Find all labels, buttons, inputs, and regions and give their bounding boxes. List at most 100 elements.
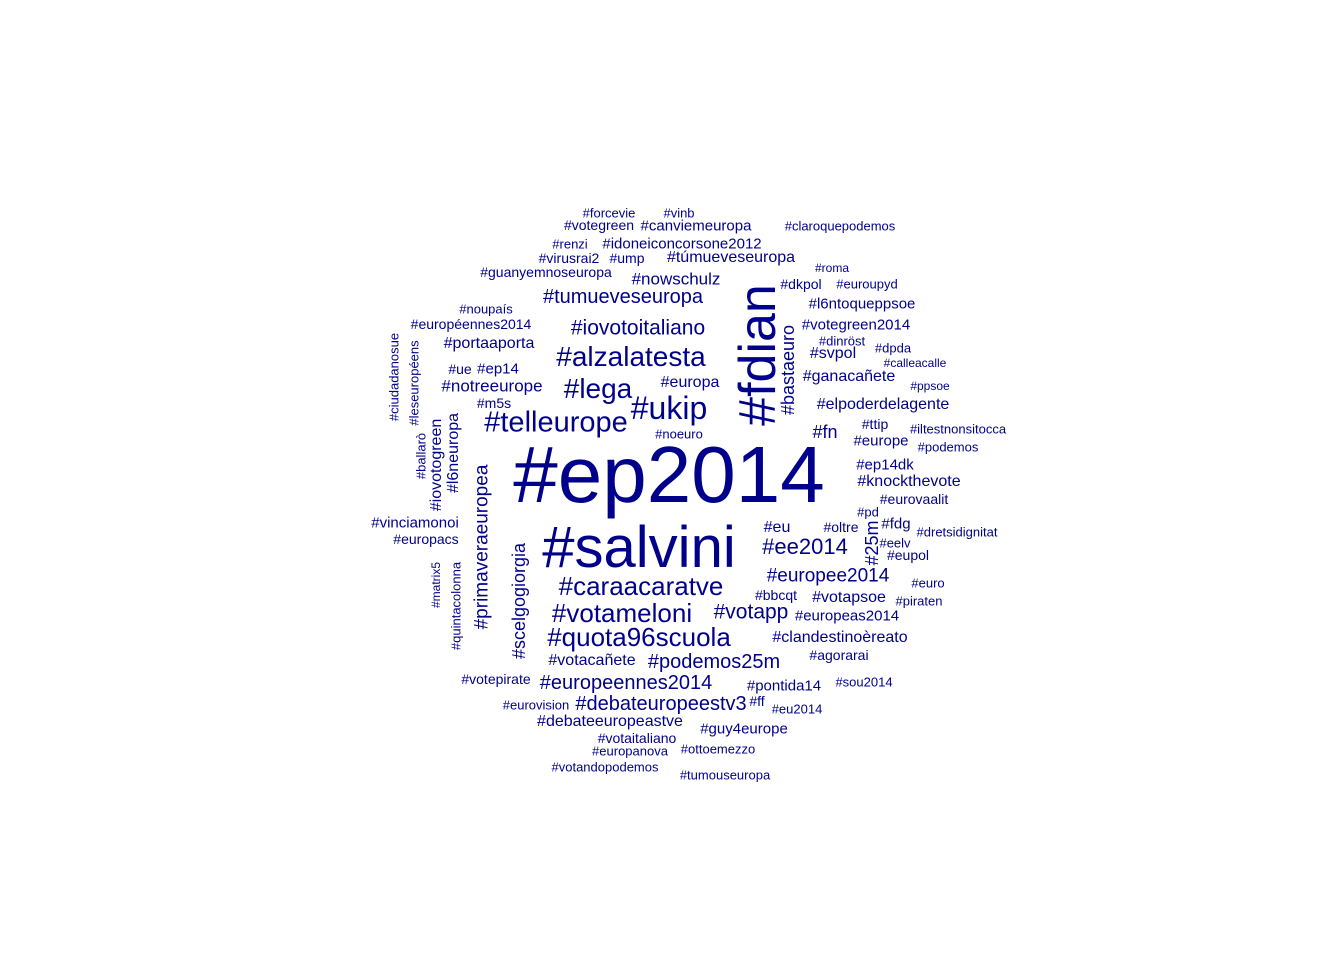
hashtag-ballar-: #ballarò xyxy=(413,432,429,480)
hashtag-matrix5: #matrix5 xyxy=(429,561,443,609)
hashtag-nowschulz: #nowschulz xyxy=(631,269,721,289)
hashtag-podemos: #podemos xyxy=(917,439,979,455)
hashtag-alzalatesta: #alzalatesta xyxy=(556,341,706,372)
hashtag-votapp: #votapp xyxy=(713,600,789,624)
hashtag-ukip: #ukip xyxy=(630,390,708,426)
hashtag-notreeurope: #notreeurope xyxy=(441,376,543,396)
hashtag-votapsoe: #votapsoe xyxy=(812,589,886,606)
hashtag-ppsoe: #ppsoe xyxy=(910,379,950,393)
hashtag-primaveraeuropea: #primaveraeuropea xyxy=(471,464,493,630)
hashtag-ump: #ump xyxy=(609,250,645,266)
hashtag-eelv: #eelv xyxy=(879,535,911,551)
hashtag-eurovision: #eurovision xyxy=(502,697,570,713)
hashtag-ee2014: #ee2014 xyxy=(762,534,848,559)
hashtag-fdg: #fdg xyxy=(881,515,911,533)
hashtag-europeas2014: #europeas2014 xyxy=(794,607,900,625)
hashtag-tumouseuropa: #tumouseuropa xyxy=(679,767,771,783)
hashtag-caraacaratve: #caraacaratve xyxy=(558,571,724,601)
hashtag-euro: #euro xyxy=(911,575,945,591)
hashtag-roma: #roma xyxy=(814,261,850,275)
hashtag-forcevie: #forcevie xyxy=(582,205,636,221)
hashtag-pontida14: #pontida14 xyxy=(746,677,822,695)
hashtag-votaca-ete: #votacañete xyxy=(548,652,636,669)
hashtag-pd: #pd xyxy=(857,504,879,520)
hashtag-tumueveseuropa: #tumueveseuropa xyxy=(542,286,704,308)
hashtag-guy4europe: #guy4europe xyxy=(700,720,788,738)
hashtag-ep14dk: #ep14dk xyxy=(856,456,914,474)
hashtag-fdian: #fdian xyxy=(729,284,787,426)
hashtag-l6neuropa: #l6neuropa xyxy=(445,412,462,494)
hashtag-calleacalle: #calleacalle xyxy=(883,356,947,370)
hashtag-eurovaalit: #eurovaalit xyxy=(879,491,949,507)
hashtag-votaitaliano: #votaitaliano xyxy=(597,730,677,746)
hashtag-eu: #eu xyxy=(763,519,791,536)
hashtag-iovotoitaliano: #iovotoitaliano xyxy=(570,316,706,340)
hashtag-leseurop-ens: #leseuropéens xyxy=(406,340,422,426)
hashtag-europeennes2014: #europeennes2014 xyxy=(539,672,713,694)
hashtag-ep14: #ep14 xyxy=(477,360,519,378)
hashtag-ep2014: #ep2014 xyxy=(513,430,825,519)
hashtag-iovotogreen: #iovotogreen xyxy=(428,418,445,512)
hashtag-iltestnonsitocca: #iltestnonsitocca xyxy=(909,421,1007,437)
hashtag-clandestino-reato: #clandestinoèreato xyxy=(772,629,908,646)
hashtag-euroupyd: #euroupyd xyxy=(836,276,898,292)
hashtag-bbcqt: #bbcqt xyxy=(754,587,798,603)
hashtag-idoneiconcorsone2012: #idoneiconcorsone2012 xyxy=(602,235,762,253)
hashtag-votameloni: #votameloni xyxy=(551,598,693,628)
hashtag-virusrai2: #virusrai2 xyxy=(538,250,600,266)
hashtag-ue: #ue xyxy=(448,361,472,377)
hashtag-debateuropeestv3: #debateuropeestv3 xyxy=(575,693,747,715)
hashtag-telleurope: #telleurope xyxy=(484,406,628,439)
hashtag-salvini: #salvini xyxy=(542,515,736,580)
hashtag-votandopodemos: #votandopodemos xyxy=(551,759,659,775)
hashtag-eu2014: #eu2014 xyxy=(771,701,823,717)
hashtag-guanyemnoseuropa: #guanyemnoseuropa xyxy=(480,264,612,280)
hashtag-europacs: #europacs xyxy=(393,531,459,547)
hashtag-25m: #25m xyxy=(862,520,882,566)
hashtag-noeuro: #noeuro xyxy=(655,426,703,442)
hashtag-dinr-st: #dinröst xyxy=(818,333,866,349)
hashtag-t-mueveseuropa: #túmueveseuropa xyxy=(666,249,796,266)
hashtag-quota96scuola: #quota96scuola xyxy=(547,622,731,652)
hashtag-bastaeuro: #bastaeuro xyxy=(778,324,798,416)
hashtag-portaaporta: #portaaporta xyxy=(443,335,535,352)
hashtag-vinciamonoi: #vinciamonoi xyxy=(371,514,459,532)
hashtag-europ-ennes2014: #européennes2014 xyxy=(410,316,532,332)
hashtag-ciudadanosue: #ciudadanosue xyxy=(386,332,402,422)
hashtag-europee2014: #europee2014 xyxy=(766,565,890,587)
hashtag-lega: #lega xyxy=(563,373,633,404)
hashtag-ganaca-ete: #ganacañete xyxy=(802,368,896,385)
hashtag-sou2014: #sou2014 xyxy=(835,674,893,690)
hashtag-agorarai: #agorarai xyxy=(809,647,869,663)
hashtag-votepirate: #votepirate xyxy=(461,671,531,687)
hashtag-knockthevote: #knockthevote xyxy=(857,473,961,490)
hashtag-noupa-s: #noupaís xyxy=(459,301,513,317)
hashtag-debateeuropeastve: #debateeuropeastve xyxy=(537,713,683,730)
hashtag-renzi: #renzi xyxy=(552,236,588,252)
hashtag-dkpol: #dkpol xyxy=(780,276,822,292)
hashtag-votegreen: #votegreen xyxy=(563,217,635,233)
hashtag-scelgogiorgia: #scelgogiorgia xyxy=(509,542,529,660)
hashtag-votegreen2014: #votegreen2014 xyxy=(801,316,911,334)
hashtag-ottoemezzo: #ottoemezzo xyxy=(680,741,756,757)
hashtag-dpda: #dpda xyxy=(874,340,912,356)
hashtag-europanova: #europanova xyxy=(592,743,668,759)
hashtag-europa: #europa xyxy=(660,374,720,391)
hashtag-eupol: #eupol xyxy=(886,547,930,563)
hashtag-dretsidignitat: #dretsidignitat xyxy=(916,524,998,540)
hashtag-elpoderdelagente: #elpoderdelagente xyxy=(816,396,950,413)
hashtag-fn: #fn xyxy=(812,422,838,442)
hashtag-ttip: #ttip xyxy=(861,416,889,432)
hashtag-claroquepodemos: #claroquepodemos xyxy=(784,218,896,234)
hashtag-ff: #ff xyxy=(749,693,765,709)
hashtag-vinb: #vinb xyxy=(663,205,695,221)
hashtag-m5s: #m5s xyxy=(476,395,512,411)
hashtag-l6ntoqueppsoe: #l6ntoqueppsoe xyxy=(808,295,916,313)
hashtag-svpol: #svpol xyxy=(809,345,857,362)
hashtag-podemos25m: #podemos25m xyxy=(647,651,781,673)
hashtag-oltre: #oltre xyxy=(823,519,859,535)
hashtag-piraten: #piraten xyxy=(895,593,943,609)
hashtag-quintacolonna: #quintacolonna xyxy=(448,561,464,651)
hashtag-canviemeuropa: #canviemeuropa xyxy=(640,217,752,235)
